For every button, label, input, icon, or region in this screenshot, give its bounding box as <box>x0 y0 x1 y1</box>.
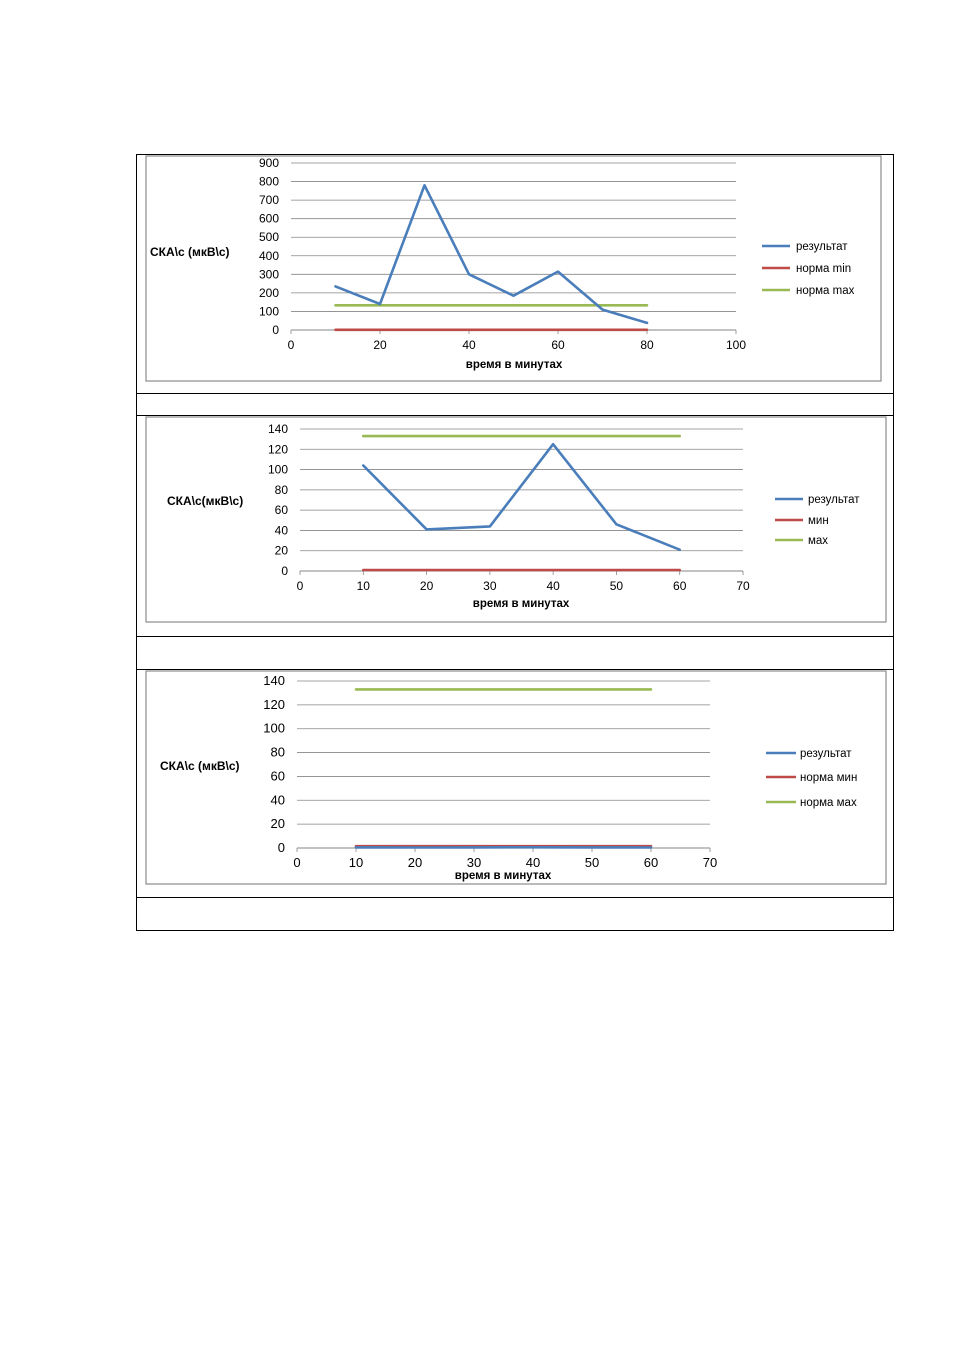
chart-2: 0 20 40 60 80 100 120 140 0 10 20 30 40 50 60 70 СКА\с(м… <box>145 416 887 623</box>
legend-label: норма max <box>796 285 855 297</box>
y-tick-label: 400 <box>259 249 279 263</box>
table-row-separator <box>136 393 894 394</box>
y-tick-label: 60 <box>275 503 289 517</box>
y-tick-label: 100 <box>268 463 288 477</box>
y-tick-label: 100 <box>263 721 285 736</box>
legend-label: результат <box>800 748 852 760</box>
x-axis-title: время в минутах <box>466 359 563 371</box>
chart-area-border <box>145 416 887 623</box>
x-tick-label: 0 <box>293 855 300 870</box>
y-tick-label: 0 <box>281 564 288 578</box>
legend-label: норма min <box>796 263 851 275</box>
x-tick-label: 0 <box>288 338 295 352</box>
x-tick-label: 100 <box>726 338 746 352</box>
x-axis-title: время в минутах <box>473 598 570 610</box>
x-tick-label: 20 <box>420 579 434 593</box>
y-tick-label: 80 <box>271 745 285 760</box>
legend-label: результат <box>796 241 848 253</box>
y-axis-title: СКА\с(мкВ\с) <box>167 494 243 508</box>
table-row-separator <box>136 897 894 898</box>
y-tick-label: 300 <box>259 267 279 281</box>
chart-area-border <box>145 155 882 382</box>
y-tick-label: 700 <box>259 193 279 207</box>
chart-area-border <box>145 670 887 885</box>
x-tick-label: 40 <box>526 855 540 870</box>
y-tick-label: 800 <box>259 175 279 189</box>
x-tick-label: 50 <box>610 579 624 593</box>
legend-label: мах <box>808 535 828 547</box>
y-tick-label: 140 <box>268 422 288 436</box>
figure-table <box>136 154 894 931</box>
x-tick-label: 10 <box>349 855 363 870</box>
y-tick-label: 100 <box>259 304 279 318</box>
series-line-result <box>361 442 682 552</box>
chart-1: 0 100 200 300 400 500 600 700 800 900 0 20 40 60 80 100… <box>145 155 882 382</box>
y-tick-label: 120 <box>263 697 285 712</box>
x-tick-label: 30 <box>467 855 481 870</box>
y-tick-label: 20 <box>271 816 285 831</box>
table-row-separator <box>136 669 894 670</box>
y-tick-label: 120 <box>268 442 288 456</box>
x-tick-label: 60 <box>551 338 565 352</box>
x-tick-label: 20 <box>408 855 422 870</box>
y-tick-label: 60 <box>271 768 285 783</box>
y-tick-label: 900 <box>259 156 279 170</box>
x-tick-label: 40 <box>546 579 560 593</box>
legend-label: мин <box>808 515 829 527</box>
y-tick-label: 40 <box>275 523 289 537</box>
y-tick-label: 140 <box>263 673 285 688</box>
y-tick-label: 200 <box>259 286 279 300</box>
y-tick-label: 0 <box>272 323 279 337</box>
x-tick-label: 50 <box>585 855 599 870</box>
x-tick-label: 70 <box>736 579 750 593</box>
x-tick-label: 0 <box>297 579 304 593</box>
y-tick-label: 600 <box>259 212 279 226</box>
x-tick-label: 80 <box>640 338 654 352</box>
legend-label: норма мах <box>800 797 857 809</box>
series-line-result <box>334 184 649 325</box>
x-tick-label: 30 <box>483 579 497 593</box>
y-tick-label: 20 <box>275 544 289 558</box>
y-axis-title: СКА\с (мкВ\с) <box>160 759 240 773</box>
table-row-separator <box>136 415 894 416</box>
x-tick-label: 60 <box>673 579 687 593</box>
y-tick-label: 40 <box>271 792 285 807</box>
table-row-separator <box>136 636 894 637</box>
legend-label: результат <box>808 494 860 506</box>
x-tick-label: 40 <box>462 338 476 352</box>
x-tick-label: 20 <box>373 338 387 352</box>
y-tick-label: 80 <box>275 483 289 497</box>
legend-label: норма мин <box>800 772 857 784</box>
x-axis-title: время в минутах <box>455 870 552 882</box>
x-tick-label: 70 <box>703 855 717 870</box>
y-tick-label: 0 <box>278 840 285 855</box>
x-tick-label: 60 <box>644 855 658 870</box>
x-tick-label: 10 <box>357 579 371 593</box>
chart-3: 0 20 40 60 80 100 120 140 0 10 20 30 40 50 60 70 СКА\с (… <box>145 670 887 885</box>
y-tick-label: 500 <box>259 230 279 244</box>
y-axis-title: СКА\с (мкВ\с) <box>150 245 230 259</box>
